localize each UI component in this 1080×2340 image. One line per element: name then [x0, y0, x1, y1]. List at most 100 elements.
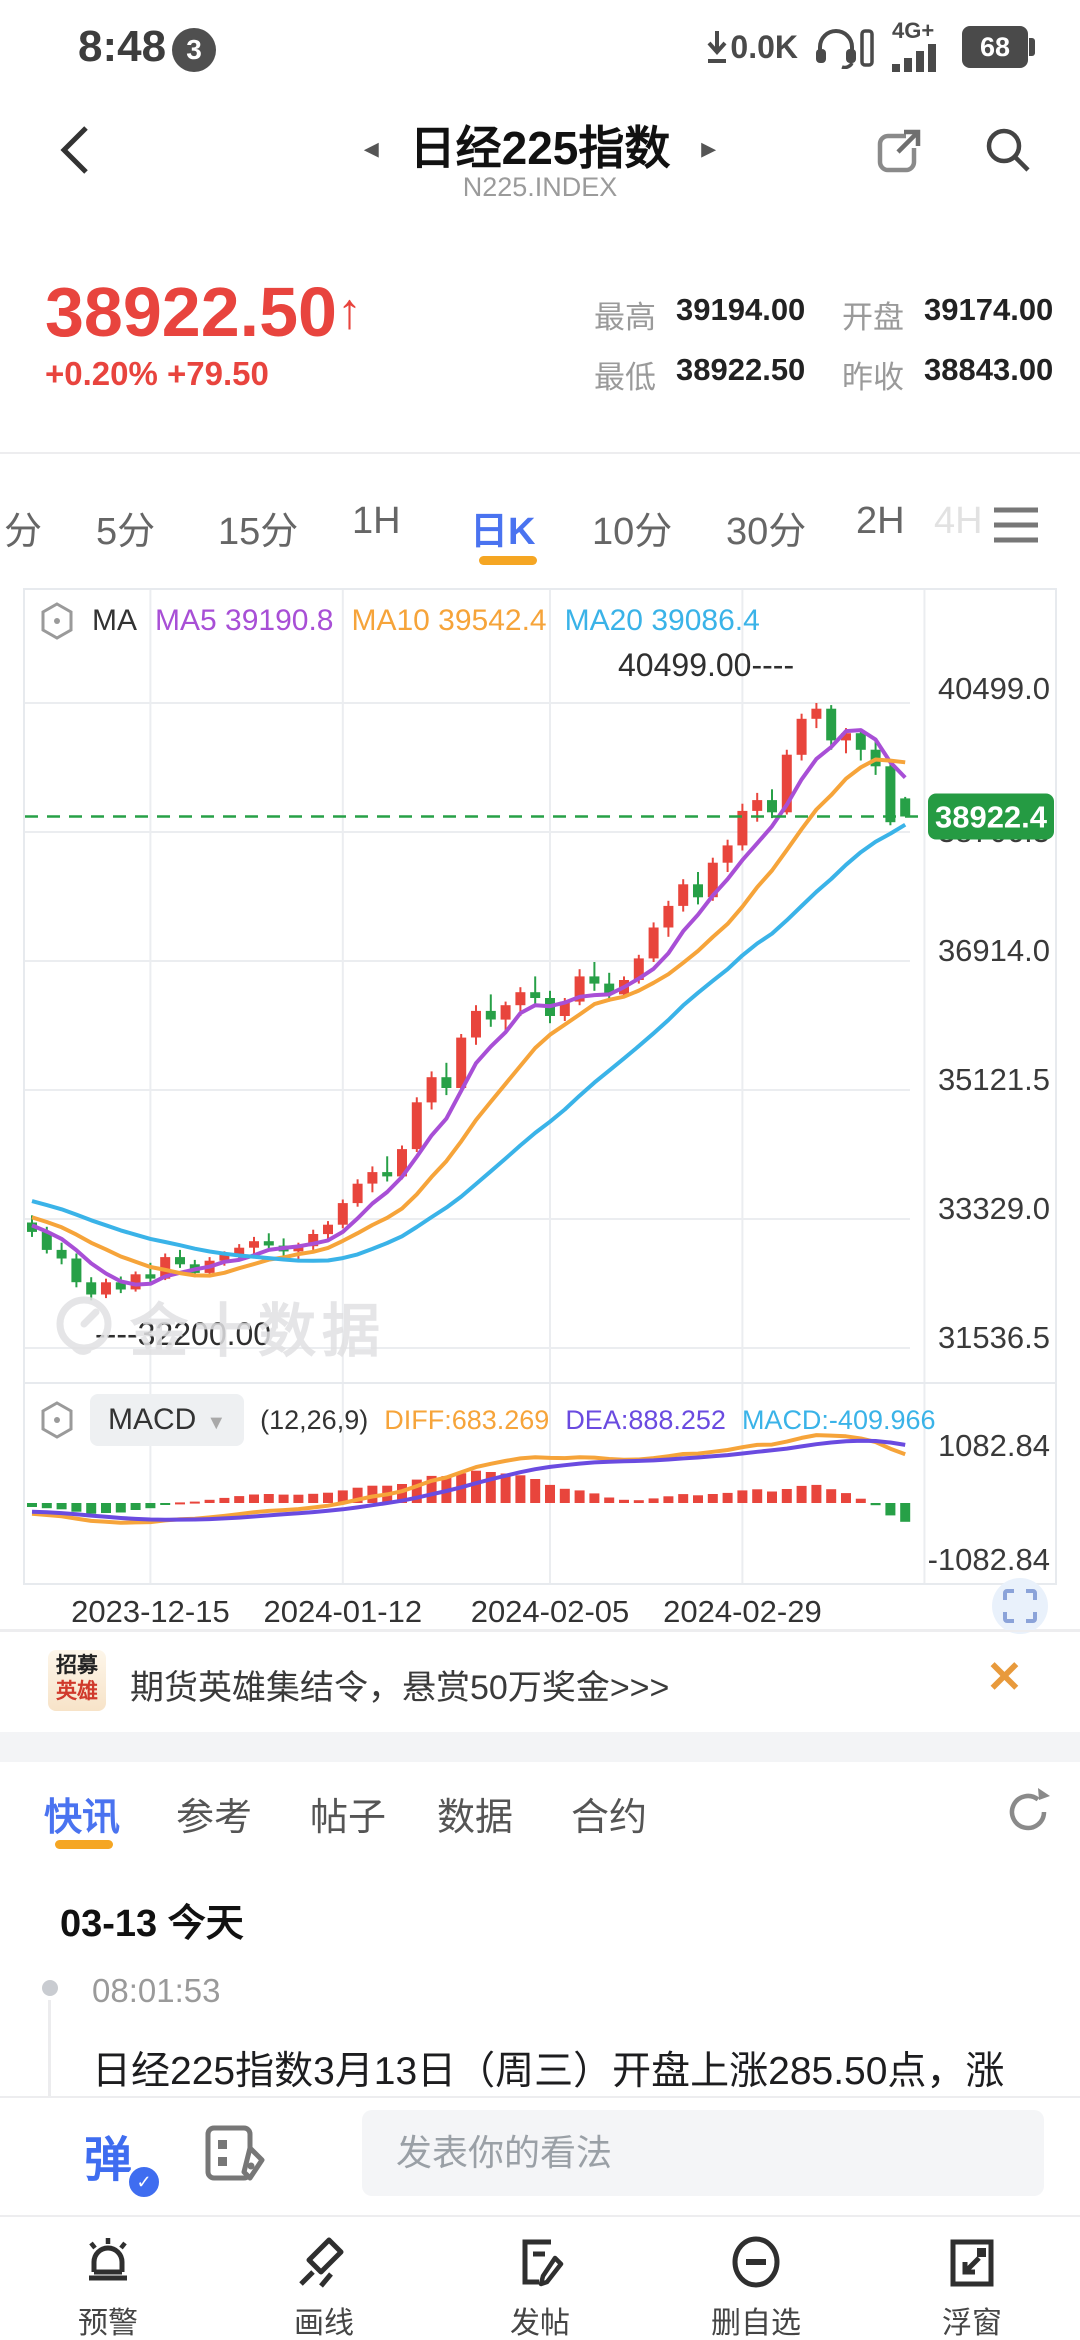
tab-1h[interactable]: 1H — [352, 500, 401, 542]
watermark-logo-icon — [56, 1296, 112, 1355]
timeline-line — [48, 2000, 51, 2096]
tab-2h[interactable]: 2H — [856, 500, 905, 542]
tab-contracts[interactable]: 合约 — [571, 1797, 648, 1839]
news-date-header: 03-13 今天 — [60, 1903, 244, 1945]
notification-count-badge: 3 — [172, 28, 216, 72]
stat-label: 最低 — [594, 360, 656, 395]
share-icon[interactable] — [872, 126, 924, 178]
svg-text:38922.4: 38922.4 — [935, 800, 1048, 835]
macd-params: (12,26,9) — [260, 1404, 369, 1435]
timeline-dot — [42, 1980, 58, 1996]
signal-indicator: 4G+ — [890, 18, 946, 72]
nav-post[interactable]: 发帖 — [460, 2234, 620, 2340]
search-icon[interactable] — [982, 124, 1034, 176]
fullscreen-icon — [1003, 1589, 1037, 1623]
prev-instrument-arrow[interactable]: ◂ — [363, 132, 379, 165]
more-periods-menu-icon[interactable] — [992, 506, 1040, 546]
nav-draw-line[interactable]: 画线 — [244, 2234, 404, 2340]
news-item-text[interactable]: 日经225指数3月13日（周三）开盘上涨285.50点，涨 — [92, 2050, 1005, 2093]
price-change: +0.20% +79.50 — [45, 355, 269, 392]
indicator-settings-icon[interactable] — [40, 1401, 74, 1439]
ma5-value: MA5 39190.8 — [155, 604, 334, 637]
status-time: 8:48 — [78, 22, 167, 71]
svg-text:40499.0: 40499.0 — [938, 671, 1050, 706]
post-document-icon — [522, 2239, 564, 2287]
battery-indicator: 68 — [962, 26, 1035, 68]
macd-value: MACD:-409.966 — [741, 1404, 936, 1435]
macd-indicator-header: MACD ▼ (12,26,9) DIFF:683.269 DEA:888.252… — [40, 1394, 936, 1446]
stat-value: 39194.00 — [676, 292, 806, 327]
promo-banner-text[interactable]: 期货英雄集结令，悬赏50万奖金>>> — [130, 1669, 670, 1707]
instrument-code: N225.INDEX — [462, 172, 618, 202]
chart-note-icon[interactable] — [204, 2122, 266, 2184]
stat-value: 39174.00 — [924, 292, 1054, 327]
selected-tab-underline — [479, 556, 537, 565]
tab-4h-partial[interactable]: 4H — [934, 500, 983, 542]
tab-30min[interactable]: 30分 — [726, 511, 807, 553]
svg-text:35121.5: 35121.5 — [938, 1062, 1050, 1097]
ma-indicator-header: MA MA5 39190.8 MA10 39542.4 MA20 39086.4 — [40, 602, 760, 640]
stat-label: 最高 — [594, 300, 656, 335]
tab-posts[interactable]: 帖子 — [310, 1797, 387, 1839]
tab-flash-news[interactable]: 快讯 — [44, 1797, 121, 1839]
svg-text:36914.0: 36914.0 — [938, 933, 1050, 968]
svg-text:----32200.00: ----32200.00 — [95, 1316, 271, 1352]
svg-text:33329.0: 33329.0 — [938, 1191, 1050, 1226]
svg-text:1082.84: 1082.84 — [938, 1428, 1050, 1463]
next-instrument-arrow[interactable]: ▸ — [701, 132, 717, 165]
news-item-time: 08:01:53 — [92, 1972, 221, 2009]
svg-text:40499.00----: 40499.00---- — [618, 647, 794, 683]
chevron-down-icon: ▼ — [206, 1412, 227, 1434]
comment-placeholder: 发表你的看法 — [396, 2132, 613, 2173]
danmu-toggle[interactable]: 弹 — [84, 2134, 133, 2187]
candlestick-chart[interactable]: 40499.038706.536914.035121.533329.031536… — [0, 588, 1080, 1633]
tab-reference[interactable]: 参考 — [176, 1797, 253, 1839]
status-right-cluster: 0.0K 4G+ 68 — [704, 18, 1035, 72]
last-price: 38922.50↑ — [45, 273, 362, 351]
svg-text:2023-12-15: 2023-12-15 — [71, 1594, 230, 1629]
back-icon[interactable] — [52, 122, 100, 178]
tab-15min[interactable]: 15分 — [218, 511, 299, 553]
tab-data[interactable]: 数据 — [437, 1797, 514, 1839]
ma10-value: MA10 39542.4 — [351, 604, 547, 637]
tab-minute[interactable]: 分 — [4, 511, 43, 553]
tab-10min[interactable]: 10分 — [592, 511, 673, 553]
svg-text:2024-01-12: 2024-01-12 — [264, 1594, 423, 1629]
ma20-value: MA20 39086.4 — [564, 604, 760, 637]
stat-label: 开盘 — [842, 300, 904, 335]
promo-badge[interactable]: 招募 英雄 — [48, 1650, 106, 1711]
macd-selector[interactable]: MACD ▼ — [90, 1394, 245, 1446]
tab-daily-k[interactable]: 日K — [470, 511, 536, 553]
minus-circle-icon — [732, 2236, 780, 2288]
stat-value: 38922.50 — [676, 352, 806, 387]
svg-text:2024-02-29: 2024-02-29 — [663, 1594, 822, 1629]
nav-remove-watchlist[interactable]: 删自选 — [676, 2234, 836, 2340]
macd-diff-value: DIFF:683.269 — [384, 1404, 550, 1435]
refresh-icon[interactable] — [1002, 1786, 1054, 1838]
draw-pen-icon — [299, 2237, 344, 2288]
watermark: 金十数据 — [52, 1284, 386, 1368]
macd-dea-value: DEA:888.252 — [565, 1404, 726, 1435]
network-speed: 0.0K — [704, 29, 798, 66]
download-arrow-icon — [707, 31, 727, 63]
price-up-arrow-icon: ↑ — [336, 283, 362, 339]
indicator-settings-icon[interactable] — [40, 602, 74, 640]
nav-floating-window[interactable]: 浮窗 — [892, 2234, 1052, 2340]
alert-siren-icon — [89, 2238, 127, 2281]
nav-alert[interactable]: 预警 — [28, 2234, 188, 2340]
selected-news-tab-underline — [55, 1840, 113, 1849]
page-title-row: ◂ 日经225指数 ▸ — [0, 112, 1080, 178]
floating-window-icon — [950, 2239, 994, 2287]
svg-text:-1082.84: -1082.84 — [928, 1542, 1050, 1577]
svg-text:2024-02-05: 2024-02-05 — [471, 1594, 630, 1629]
stat-value: 38843.00 — [924, 352, 1054, 387]
fullscreen-button[interactable] — [992, 1578, 1048, 1634]
banner-close-icon[interactable]: ✕ — [986, 1653, 1023, 1702]
tab-5min[interactable]: 5分 — [96, 511, 156, 553]
svg-text:31536.5: 31536.5 — [938, 1320, 1050, 1355]
comment-input[interactable]: 发表你的看法 — [362, 2110, 1044, 2196]
stat-label: 昨收 — [842, 360, 904, 395]
headset-icon — [816, 29, 874, 69]
page-title: 日经225指数 — [409, 122, 671, 174]
